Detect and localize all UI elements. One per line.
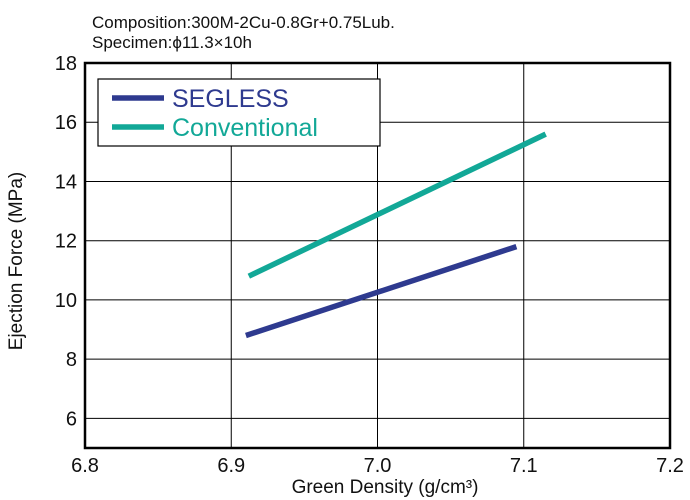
- y-axis-title: Ejection Force (MPa): [6, 172, 27, 350]
- legend-label: Conventional: [172, 114, 318, 142]
- y-tick-label: 12: [55, 231, 77, 253]
- tick-labels: 6.8 6.9 7.0 7.1 7.2 6 8 10 12 14 16 18: [55, 53, 684, 477]
- x-tick-label: 7.2: [656, 455, 684, 477]
- specimen-annotation: Specimen:ϕ11.3×10h: [92, 33, 252, 52]
- y-tick-label: 18: [55, 53, 77, 75]
- y-tick-label: 6: [66, 408, 77, 430]
- legend-box: [97, 78, 381, 147]
- x-tick-label: 6.8: [71, 455, 99, 477]
- x-tick-label: 6.9: [217, 455, 245, 477]
- y-tick-label: 16: [55, 112, 77, 134]
- legend-label: SEGLESS: [172, 85, 289, 113]
- plot-frame: [83, 61, 672, 450]
- series-lines: [245, 131, 547, 339]
- x-tick-label: 7.0: [364, 455, 392, 477]
- series-line-segless: [245, 243, 518, 339]
- series-line-conventional: [247, 131, 547, 279]
- x-axis-title: Green Density (g/cm³): [292, 477, 479, 498]
- y-tick-label: 10: [55, 290, 77, 312]
- composition-annotation: Composition:300M-2Cu-0.8Gr+0.75Lub.: [92, 13, 395, 32]
- y-tick-label: 8: [66, 349, 77, 371]
- x-tick-label: 7.1: [510, 455, 538, 477]
- y-tick-label: 14: [55, 171, 77, 193]
